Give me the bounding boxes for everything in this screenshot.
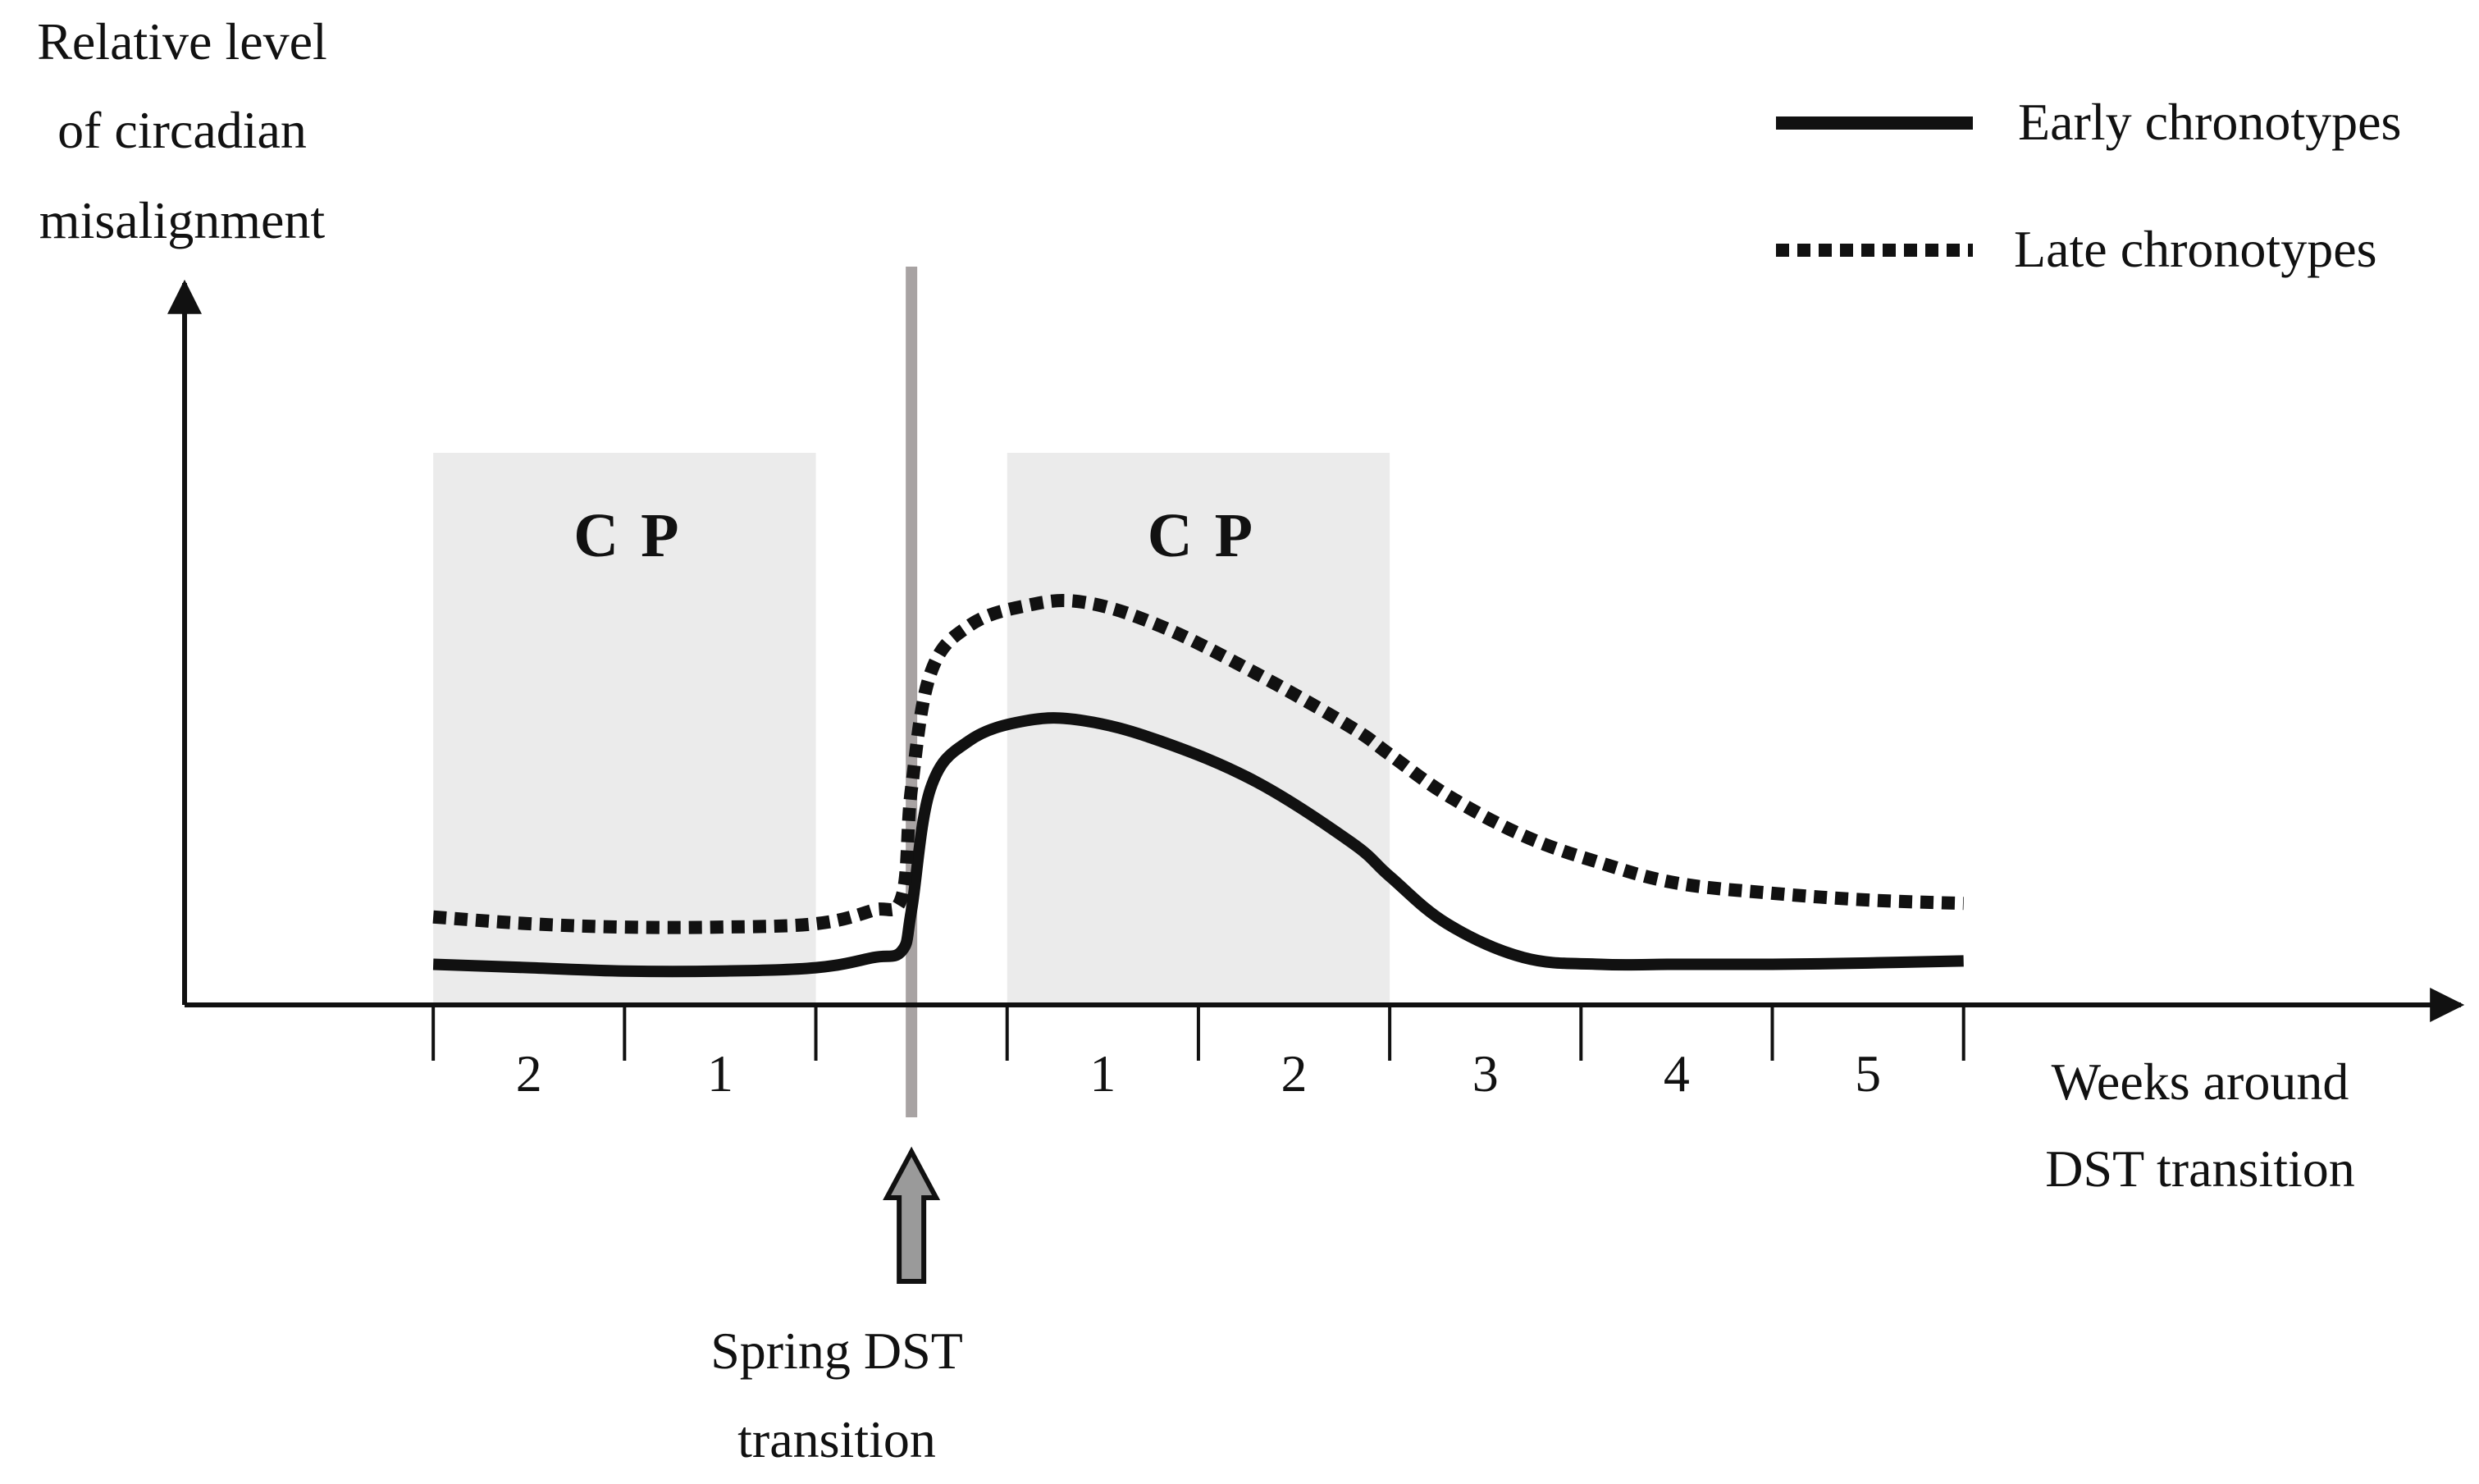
x-tick-labels: 2 1 1 2 3 4 5 [516,1044,1881,1103]
series-lines [432,594,1964,978]
x-tick-label: 1 [707,1044,733,1103]
x-tick-label: 4 [1664,1044,1690,1103]
x-tick-label: 5 [1855,1044,1881,1103]
cp-label-2: C P [1148,501,1256,570]
x-axis-label-line-1: Weeks around [2052,1052,2349,1111]
series-line-early [432,712,1964,978]
cp-region-1 [433,453,816,1005]
legend-label-early: Early chronotypes [2018,93,2401,151]
series-line-late [432,594,1964,934]
y-axis-label-line-2: of circadian [57,101,307,159]
x-tick-label: 2 [1281,1044,1308,1103]
transition-label-line-1: Spring DST [710,1322,963,1380]
legend: Early chronotypes Late chronotypes [1776,93,2401,278]
transition-arrow [827,1153,861,1284]
y-axis-label-line-3: misalignment [39,191,326,249]
cp-label-1: C P [573,501,682,570]
cp-region-2 [1007,453,1390,1005]
x-tick-label: 1 [1089,1044,1116,1103]
x-tick-label: 2 [516,1044,542,1103]
week-boundary-ticks [431,1005,1965,1061]
y-axis-label-line-1: Relative level [37,12,327,71]
up-arrow-icon [883,1146,941,1284]
x-tick-label: 3 [1472,1044,1499,1103]
transition-label-line-2: transition [737,1410,936,1468]
x-axis-label-line-2: DST transition [2045,1139,2355,1198]
legend-label-late: Late chronotypes [2014,220,2377,278]
